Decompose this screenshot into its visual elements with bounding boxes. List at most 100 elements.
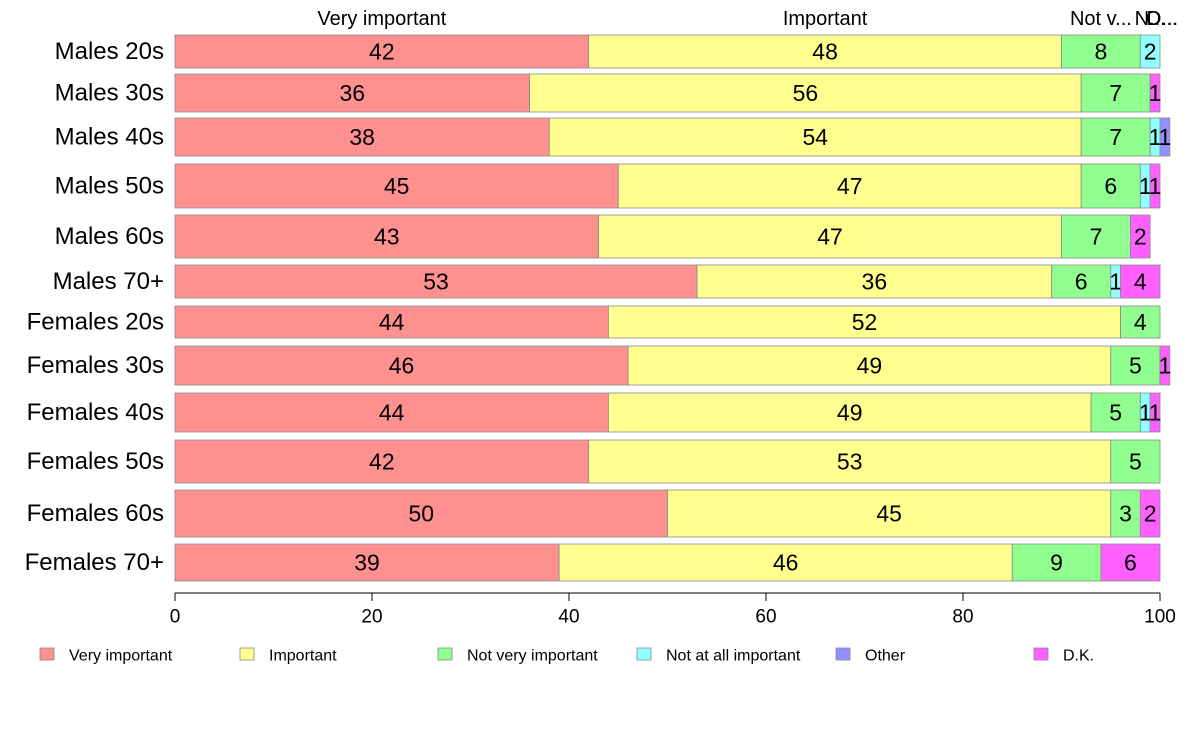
top-labels-layer: Very important Important Not v... N...O...D… — [317, 8, 1178, 30]
legend: Very important Important Not very importan… — [39, 647, 1094, 665]
bar-segment — [1110, 489, 1141, 538]
bar-segment — [1080, 117, 1151, 157]
data-label: 5 — [1129, 353, 1142, 379]
legend-label: D.K. — [1063, 648, 1094, 665]
data-label: 4 — [1134, 269, 1147, 295]
x-tick-label: 60 — [755, 607, 776, 628]
bar-segment — [1149, 163, 1161, 209]
bar-segment — [1159, 117, 1171, 157]
data-label: 6 — [1104, 173, 1117, 199]
data-label: 53 — [837, 449, 863, 475]
data-label: 45 — [876, 501, 902, 527]
bar-segment — [174, 392, 609, 433]
bar-segment — [1139, 489, 1161, 538]
bar-segment — [1080, 73, 1151, 113]
legend-item: Very important — [39, 648, 173, 665]
legend-label: Not at all important — [666, 648, 801, 665]
data-label: 7 — [1090, 224, 1103, 250]
bar-segment — [1159, 345, 1171, 386]
data-label: 1 — [1149, 80, 1162, 106]
data-label: 1 — [1139, 173, 1152, 199]
data-label: 3 — [1119, 501, 1132, 527]
legend-label: Other — [865, 648, 906, 665]
legend-item: Other — [835, 648, 906, 665]
data-label: 1 — [1159, 353, 1172, 379]
bar-segment — [529, 73, 1082, 113]
data-label: 39 — [354, 550, 380, 576]
data-label: 5 — [1129, 449, 1142, 475]
bar-segment — [174, 264, 698, 299]
data-label: 38 — [349, 124, 375, 150]
data-label: 54 — [802, 124, 828, 150]
category-label: Females 40s — [27, 399, 164, 426]
bar-segment — [667, 489, 1112, 538]
bar-segment — [627, 345, 1112, 386]
bar-segment — [1139, 34, 1161, 69]
bar-segment — [617, 163, 1082, 209]
bar-segment — [174, 73, 531, 113]
legend-label: Important — [269, 648, 337, 665]
data-label: 1 — [1149, 400, 1162, 426]
data-label: 9 — [1050, 550, 1063, 576]
category-label: Males 60s — [55, 223, 164, 250]
data-label: 47 — [817, 224, 843, 250]
data-label: 52 — [852, 309, 878, 335]
data-label: 42 — [369, 39, 395, 65]
data-label: 48 — [812, 39, 838, 65]
legend-swatch — [1033, 647, 1049, 661]
top-series-label: Important — [783, 8, 868, 30]
bar-segment — [174, 34, 590, 69]
data-label: 2 — [1144, 501, 1157, 527]
x-tick-label: 80 — [952, 607, 973, 628]
bar-segment — [174, 439, 590, 484]
bar-segment — [174, 117, 550, 157]
category-label: Males 50s — [55, 173, 164, 200]
data-label: 45 — [384, 173, 410, 199]
category-label: Females 50s — [27, 448, 164, 475]
bar-segment — [1061, 34, 1141, 69]
bar-segment — [1149, 392, 1161, 433]
legend-item: D.K. — [1033, 647, 1094, 665]
data-label: 49 — [837, 400, 863, 426]
data-label: 2 — [1134, 224, 1147, 250]
data-label: 1 — [1159, 124, 1172, 150]
data-label: 44 — [379, 309, 405, 335]
data-label: 36 — [862, 269, 888, 295]
data-label: 1 — [1109, 269, 1122, 295]
bar-segment — [174, 305, 609, 339]
bar-segment — [1011, 543, 1102, 582]
top-series-label: N... — [1135, 8, 1166, 30]
bar-segment — [174, 163, 619, 209]
category-label: Males 20s — [55, 38, 164, 65]
data-label: 44 — [379, 400, 405, 426]
data-label: 1 — [1139, 400, 1152, 426]
data-label: 50 — [408, 501, 434, 527]
data-label: 1 — [1149, 173, 1162, 199]
category-label: Males 30s — [55, 80, 164, 107]
legend-swatch — [239, 647, 255, 661]
legend-swatch — [636, 647, 652, 661]
data-label: 5 — [1109, 400, 1122, 426]
bar-segment — [174, 543, 560, 582]
data-label: 6 — [1075, 269, 1088, 295]
category-label: Females 20s — [27, 309, 164, 336]
bar-segment — [696, 264, 1053, 299]
data-label: 46 — [389, 353, 415, 379]
data-label: 53 — [423, 269, 449, 295]
top-series-label: Very important — [317, 8, 446, 30]
category-label: Females 70+ — [25, 549, 164, 576]
category-label: Females 30s — [27, 352, 164, 379]
data-label: 47 — [837, 173, 863, 199]
bar-segment — [1149, 73, 1161, 113]
category-label: Males 40s — [55, 124, 164, 151]
data-label: 43 — [374, 224, 400, 250]
bar-segment — [1080, 163, 1141, 209]
category-label: Males 70+ — [53, 268, 164, 295]
bar-segment — [1130, 214, 1151, 259]
legend-label: Not very important — [467, 648, 598, 665]
x-tick-label: 100 — [1144, 607, 1176, 628]
legend-item: Important — [239, 647, 337, 665]
bar-segment — [1061, 214, 1131, 259]
x-tick-label: 20 — [361, 607, 382, 628]
